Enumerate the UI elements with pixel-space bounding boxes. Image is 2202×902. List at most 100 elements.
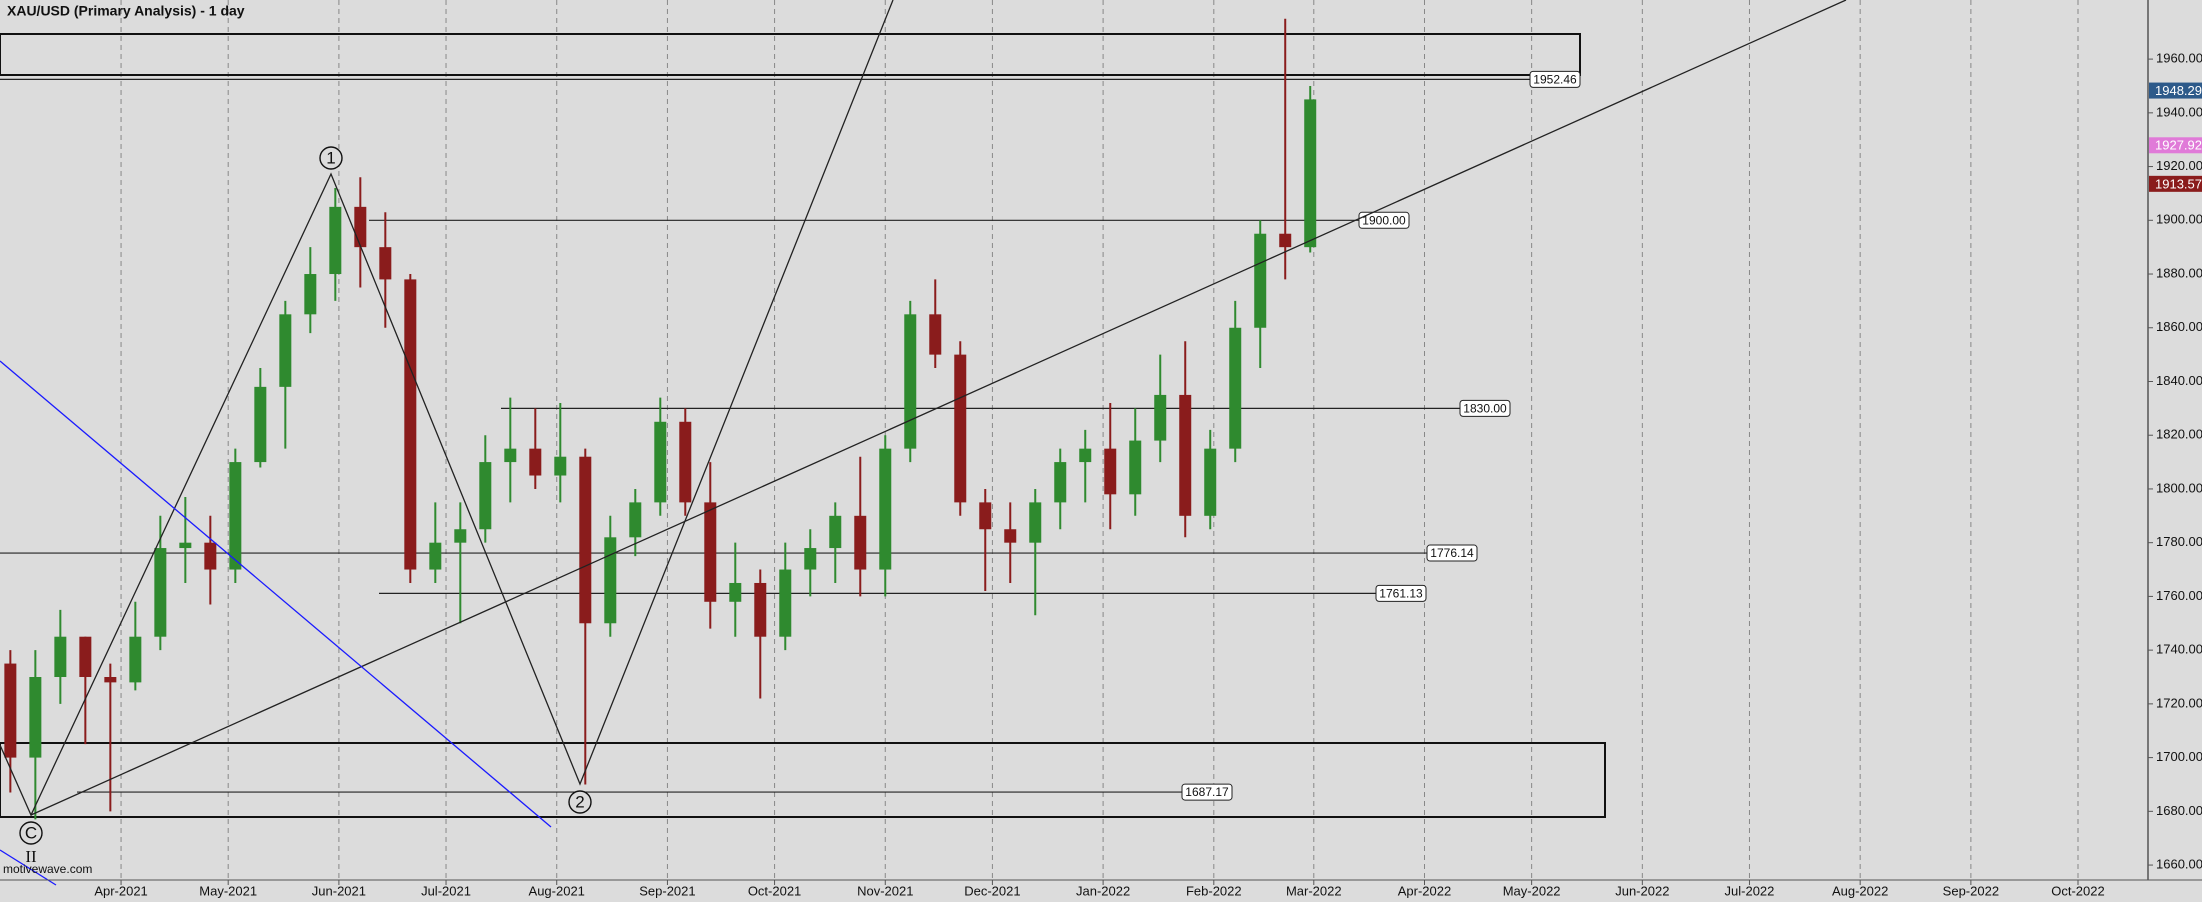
x-tick-label: Feb-2022: [1186, 883, 1242, 898]
x-tick-label: Jul-2021: [421, 883, 471, 898]
x-tick-label: May-2021: [199, 883, 257, 898]
candle-body: [29, 677, 42, 758]
candle-body: [854, 515, 867, 570]
x-tick-label: Nov-2021: [857, 883, 913, 898]
level-label: 1900.00: [1362, 213, 1406, 227]
level-box: [1181, 783, 1233, 801]
candle-body: [1229, 327, 1242, 449]
y-tick-label: 1660.00: [2156, 856, 2202, 871]
resistance-zone: [0, 33, 1581, 76]
candle-body: [229, 462, 242, 570]
candle-body: [954, 354, 967, 503]
x-tick-label: Aug-2022: [1832, 883, 1888, 898]
candle-body: [179, 542, 192, 549]
candle-body: [554, 456, 567, 476]
level-label: 1761.13: [1379, 587, 1423, 601]
x-tick-label: Sep-2022: [1943, 883, 1999, 898]
wave-marker: [319, 146, 343, 170]
price-marker-label: 1913.57: [2155, 176, 2202, 191]
price-marker-label: 1948.29: [2155, 83, 2202, 98]
candle-body: [879, 448, 892, 570]
y-tick-label: 1940.00: [2156, 104, 2202, 119]
candle-body: [1079, 448, 1092, 463]
candle-body: [79, 636, 92, 678]
candle-body: [829, 515, 842, 549]
candle-body: [804, 548, 817, 570]
candles: [4, 18, 1317, 820]
level-box: [1529, 70, 1581, 88]
level-box: [1375, 584, 1427, 602]
candle-body: [679, 421, 692, 503]
x-tick-label: Oct-2022: [2051, 883, 2104, 898]
candle-body: [279, 314, 292, 387]
support-zone: [0, 742, 1606, 818]
candle-body: [1154, 394, 1167, 441]
y-tick-label: 1960.00: [2156, 51, 2202, 66]
candle-body: [729, 582, 742, 602]
y-tick-label: 1700.00: [2156, 749, 2202, 764]
level-box: [1358, 211, 1410, 229]
candle-body: [1279, 233, 1292, 248]
price-marker-label: 1927.92: [2155, 138, 2202, 153]
candle-body: [304, 274, 317, 315]
candle-body: [1179, 394, 1192, 516]
candle-body: [104, 677, 117, 683]
x-tick-label: May-2022: [1503, 883, 1561, 898]
level-label: 1776.14: [1430, 546, 1474, 560]
candle-body: [1204, 448, 1217, 516]
candle-body: [129, 636, 142, 683]
candle-body: [929, 314, 942, 355]
x-tick-label: Jun-2021: [312, 883, 366, 898]
y-tick-label: 1800.00: [2156, 480, 2202, 495]
candle-body: [979, 502, 992, 530]
x-tick-label: Aug-2021: [529, 883, 585, 898]
candle-body: [429, 542, 442, 570]
y-tick-label: 1760.00: [2156, 588, 2202, 603]
y-tick-label: 1820.00: [2156, 427, 2202, 442]
x-tick-label: Sep-2021: [639, 883, 695, 898]
wave-label: C: [25, 823, 37, 842]
y-tick-label: 1780.00: [2156, 534, 2202, 549]
x-tick-label: Jan-2022: [1076, 883, 1130, 898]
candle-body: [1304, 99, 1317, 248]
candle-body: [529, 448, 542, 476]
candle-body: [1029, 502, 1042, 543]
x-tick-label: Dec-2021: [964, 883, 1020, 898]
y-tick-label: 1920.00: [2156, 158, 2202, 173]
level-label: 1952.46: [1533, 73, 1577, 87]
candle-body: [1254, 233, 1267, 328]
x-tick-label: Apr-2022: [1398, 883, 1451, 898]
price-marker: [2149, 137, 2202, 154]
candle-body: [1054, 462, 1067, 503]
price-marker: [2149, 82, 2202, 99]
candle-body: [1129, 440, 1142, 495]
x-tick-label: Apr-2021: [94, 883, 147, 898]
level-label: 1687.17: [1185, 785, 1229, 799]
candle-body: [604, 537, 617, 624]
candle-body: [704, 502, 717, 602]
candle-body: [404, 279, 417, 570]
candle-body: [329, 206, 342, 275]
candle-body: [4, 663, 17, 758]
candle-body: [204, 542, 217, 570]
y-tick-label: 1740.00: [2156, 642, 2202, 657]
x-tick-label: Oct-2021: [748, 883, 801, 898]
y-tick-label: 1880.00: [2156, 265, 2202, 280]
price-marker: [2149, 175, 2202, 192]
candle-body: [904, 314, 917, 449]
level-box: [1426, 544, 1478, 562]
channel-line: [0, 849, 57, 886]
x-tick-label: Jul-2022: [1725, 883, 1775, 898]
wave-marker: [568, 790, 592, 814]
channel-line: [0, 360, 552, 828]
y-tick-label: 1680.00: [2156, 803, 2202, 818]
candle-body: [379, 247, 392, 280]
candle-body: [1104, 448, 1117, 495]
y-tick-label: 1900.00: [2156, 212, 2202, 227]
candle-body: [154, 548, 167, 637]
level-label: 1830.00: [1463, 402, 1507, 416]
candle-body: [504, 448, 517, 463]
